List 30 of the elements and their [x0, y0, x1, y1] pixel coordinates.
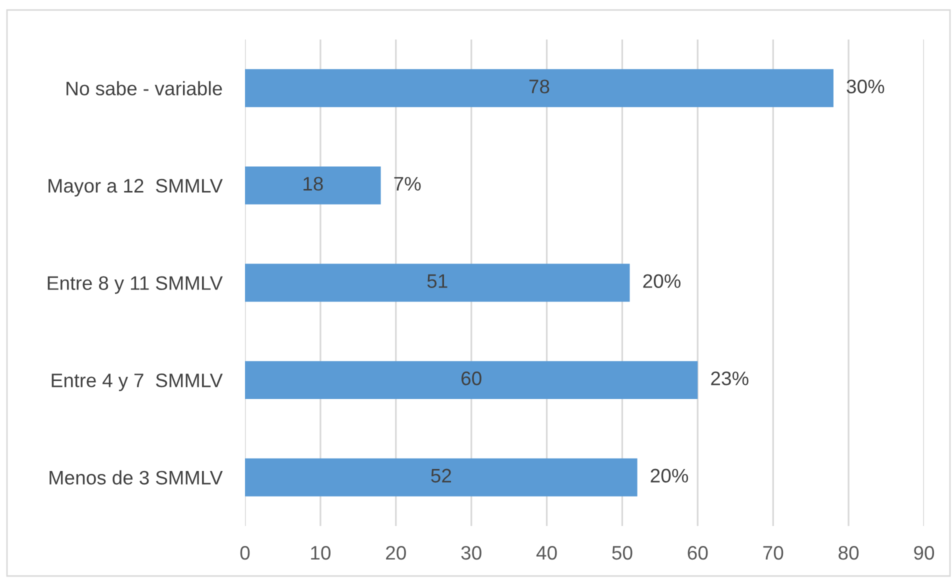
x-tick-label: 90 — [914, 546, 934, 560]
data-label: 52 — [431, 468, 451, 483]
y-tick-label: Menos de 3 SMMLV — [50, 470, 223, 485]
x-tick-label: 60 — [688, 546, 708, 560]
x-tick-label: 0 — [240, 546, 250, 560]
x-tick-label: 30 — [461, 546, 482, 560]
y-tick-label: Entre 8 y 11 SMMLV — [48, 276, 223, 294]
data-label: 78 — [529, 80, 550, 94]
data-label: 60 — [462, 372, 482, 386]
annotation: 30% — [846, 80, 884, 94]
x-tick-label: 70 — [763, 546, 784, 560]
bar — [245, 458, 638, 496]
x-tick-label: 10 — [311, 546, 330, 560]
x-tick-label: 20 — [386, 546, 406, 560]
bar — [245, 69, 834, 108]
y-tick-label: No sabe - variable — [66, 81, 222, 96]
x-tick-label: 80 — [838, 546, 859, 560]
bar — [245, 264, 630, 302]
y-tick-label: Entre 4 y 7 SMMLV — [52, 374, 223, 392]
y-tick-label: Mayor a 12 SMMLV — [48, 178, 223, 197]
annotation: 7% — [394, 176, 421, 191]
annotation: 20% — [650, 468, 688, 483]
annotation: 20% — [643, 274, 680, 288]
data-label: 51 — [427, 274, 448, 288]
bar — [245, 361, 698, 400]
x-tick-label: 50 — [612, 546, 632, 560]
annotation: 23% — [711, 372, 748, 386]
bar — [245, 166, 381, 204]
x-tick-label: 40 — [536, 546, 557, 560]
data-label: 18 — [304, 176, 323, 191]
